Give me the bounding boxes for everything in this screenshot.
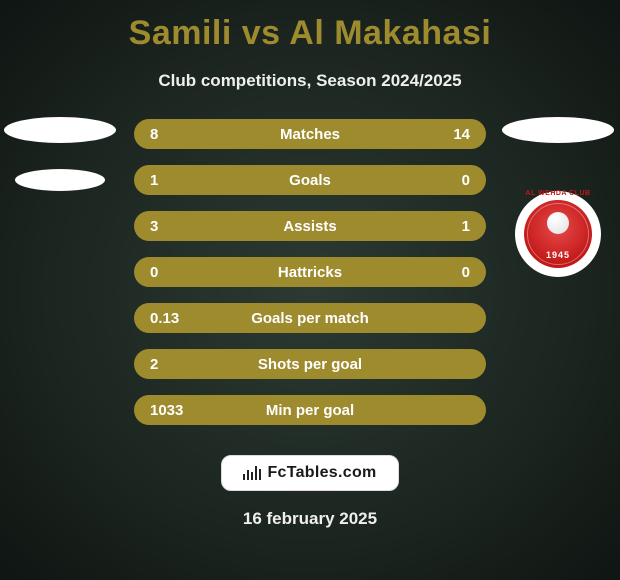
stat-row: 1033 Min per goal [134,395,486,425]
stat-right: 0 [400,172,470,189]
badge-top-text: AL WEHDA CLUB [515,190,601,197]
soccer-ball-icon [547,212,569,234]
stat-left: 1033 [150,402,220,419]
placeholder-ellipse [15,169,105,191]
stats-section: 8 Matches 14 1 Goals 0 3 Assists 1 0 Hat… [0,119,620,425]
stat-label: Assists [220,218,400,235]
brand-text: FcTables.com [267,464,376,482]
stat-left: 0.13 [150,310,220,327]
stat-row: 0 Hattricks 0 [134,257,486,287]
page-title: Samili vs Al Makahasi [129,14,492,53]
stat-label: Shots per goal [220,356,400,373]
badge-year: 1945 [524,250,592,260]
stat-label: Goals [220,172,400,189]
stat-left: 1 [150,172,220,189]
right-player-column: AL WEHDA CLUB 1945 [502,119,614,277]
stat-row: 1 Goals 0 [134,165,486,195]
stat-label: Hattricks [220,264,400,281]
stat-label: Min per goal [220,402,400,419]
stat-left: 0 [150,264,220,281]
stat-row: 2 Shots per goal [134,349,486,379]
bar-chart-icon [243,466,261,480]
stat-right: 0 [400,264,470,281]
footer-date: 16 february 2025 [243,509,377,529]
stat-right: 14 [400,126,470,143]
stat-left: 2 [150,356,220,373]
club-badge-inner: 1945 [524,200,592,268]
card-container: Samili vs Al Makahasi Club competitions,… [0,0,620,580]
stat-left: 8 [150,126,220,143]
stat-label: Goals per match [220,310,400,327]
stat-row: 8 Matches 14 [134,119,486,149]
placeholder-ellipse [4,117,116,143]
left-player-column [4,119,116,191]
club-badge: AL WEHDA CLUB 1945 [515,191,601,277]
stat-left: 3 [150,218,220,235]
stat-right: 1 [400,218,470,235]
stat-label: Matches [220,126,400,143]
placeholder-ellipse [502,117,614,143]
stat-row: 3 Assists 1 [134,211,486,241]
stat-rows: 8 Matches 14 1 Goals 0 3 Assists 1 0 Hat… [134,119,486,425]
page-subtitle: Club competitions, Season 2024/2025 [158,71,461,91]
stat-row: 0.13 Goals per match [134,303,486,333]
brand-pill: FcTables.com [221,455,399,491]
